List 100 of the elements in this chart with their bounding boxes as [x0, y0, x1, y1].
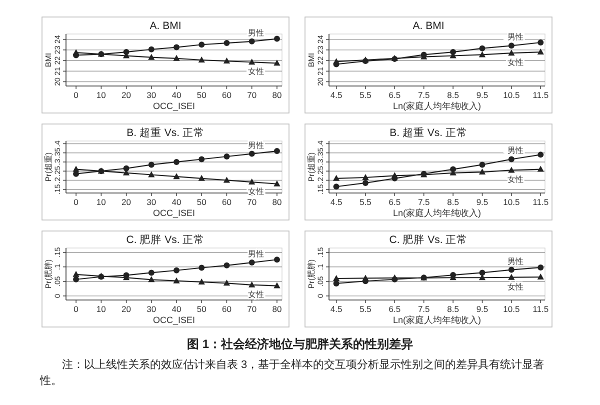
point [274, 60, 280, 66]
series-label: 男性 [248, 250, 264, 259]
y-axis-title: Pr(肥胖) [44, 259, 53, 289]
point [224, 262, 230, 268]
x-tick-label: 20 [122, 197, 132, 207]
x-tick-label: 6.5 [388, 304, 401, 314]
x-axis-title: Ln(家庭人均年纯收入) [392, 208, 482, 218]
x-tick-label: 60 [222, 304, 232, 314]
x-tick-label: 10.5 [503, 197, 520, 207]
chart-title: A. BMI [412, 20, 444, 32]
x-tick-label: 40 [172, 197, 182, 207]
series-label: 男性 [507, 256, 524, 266]
x-tick-label: 70 [247, 90, 257, 100]
x-tick-label: 30 [146, 304, 156, 314]
point [538, 264, 544, 270]
point [148, 46, 154, 52]
point [198, 56, 205, 62]
caption: 图 1：社会经济地位与肥胖关系的性别差异 [186, 336, 414, 353]
x-tick-label: 0 [74, 197, 79, 207]
point [174, 267, 180, 274]
x-tick-label: 11.5 [532, 197, 549, 207]
x-tick-label: 4.5 [330, 90, 342, 100]
x-tick-label: 7.5 [418, 304, 430, 314]
x-tick-label: 60 [222, 197, 232, 207]
x-tick-label: 6.5 [388, 197, 401, 207]
y-axis-title: Pr(肥胖) [307, 259, 316, 289]
x-tick-label: 11.5 [532, 304, 549, 314]
point [72, 166, 80, 172]
point [198, 264, 205, 271]
x-tick-label: 5.5 [360, 304, 372, 314]
series-label: 男性 [507, 32, 524, 42]
x-tick-label: 9.5 [476, 90, 488, 100]
x-tick-label: 8.5 [447, 197, 460, 207]
x-tick-label: 50 [196, 304, 207, 314]
point [508, 274, 515, 280]
point [174, 158, 180, 165]
x-tick-label: 10 [96, 197, 106, 207]
x-tick-label: 30 [146, 90, 156, 100]
series-label: 女性 [507, 282, 524, 292]
point [173, 173, 180, 180]
series-label: 女性 [507, 58, 524, 68]
point [224, 154, 230, 160]
point [274, 36, 280, 42]
point [332, 58, 340, 64]
x-tick-label: 8.5 [447, 304, 460, 314]
chart-title: B. 超重 Vs. 正常 [390, 126, 468, 139]
point [224, 40, 230, 46]
x-tick-label: 80 [272, 90, 282, 100]
x-tick-label: 70 [247, 304, 257, 314]
point [223, 280, 230, 286]
x-tick-label: 7.5 [418, 197, 430, 207]
y-axis-title: BMI [44, 52, 53, 68]
point [248, 260, 255, 266]
point [479, 162, 486, 168]
x-axis-title: OCC_ISEI [152, 315, 196, 325]
point [333, 184, 340, 190]
series-label: 男性 [507, 146, 524, 156]
point [248, 38, 255, 44]
point [148, 54, 155, 60]
point [537, 166, 544, 172]
point [173, 54, 180, 61]
point [274, 256, 280, 263]
series-label: 男性 [248, 28, 264, 38]
x-tick-label: 10 [96, 90, 106, 100]
point [198, 156, 205, 162]
point [198, 174, 205, 181]
point [198, 278, 205, 284]
x-axis-title: Ln(家庭人均年纯收入) [392, 315, 482, 325]
point [538, 152, 544, 158]
x-tick-label: 4.5 [330, 304, 342, 314]
x-tick-label: 5.5 [360, 90, 372, 100]
point [274, 282, 280, 288]
point [508, 266, 514, 273]
y-axis-title: Pr(超重) [307, 152, 316, 182]
x-tick-label: 40 [172, 304, 182, 314]
point [73, 276, 80, 282]
x-axis-title: OCC_ISEI [152, 101, 196, 111]
chart-title: C. 肥胖 Vs. 正常 [389, 233, 468, 246]
point [223, 176, 230, 183]
chart-title: B. 超重 Vs. 正常 [126, 126, 204, 139]
point [332, 275, 340, 282]
point [174, 44, 180, 50]
point [391, 172, 398, 178]
x-tick-label: 50 [196, 90, 207, 100]
point [148, 171, 155, 178]
point [248, 178, 256, 185]
point [479, 270, 486, 276]
point [173, 277, 180, 284]
x-tick-label: 10.5 [503, 304, 520, 314]
point [479, 45, 486, 52]
y-axis-title: BMI [307, 52, 316, 68]
x-tick-label: 10.5 [503, 90, 520, 100]
point [274, 148, 280, 154]
point [198, 42, 205, 48]
x-tick-label: 50 [196, 197, 207, 207]
x-tick-label: 8.5 [447, 90, 460, 100]
point [362, 180, 368, 186]
series-label: 男性 [248, 140, 264, 150]
point [248, 58, 256, 65]
x-tick-label: 9.5 [476, 197, 488, 207]
